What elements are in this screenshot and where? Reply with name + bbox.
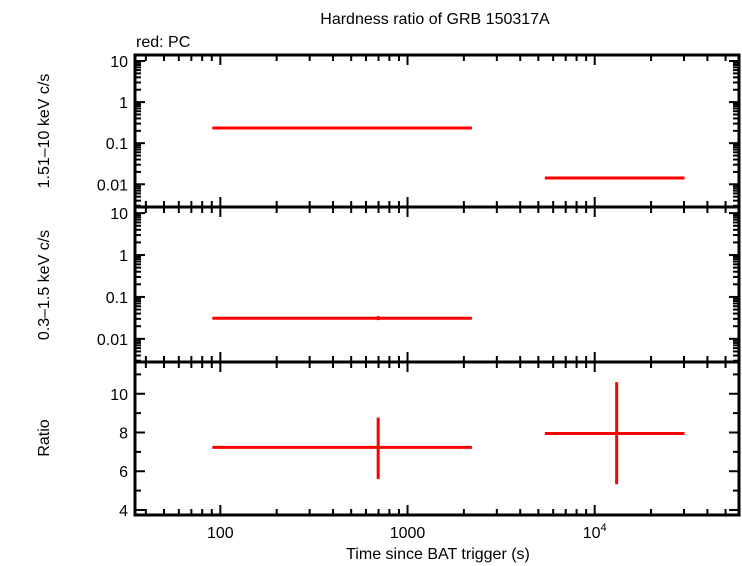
panel-3-ylabel: Ratio	[36, 419, 53, 456]
chart-title: Hardness ratio of GRB 150317A	[320, 11, 550, 28]
panel-2-y-tick-label: 1	[119, 248, 128, 265]
panel-1-y-tick-label: 1	[119, 95, 128, 112]
x-tick-label: 1000	[390, 525, 426, 542]
x-tick-label-base: 10	[583, 525, 601, 542]
panel-1-y-tick-label: 0.1	[106, 136, 128, 153]
panel-3-y-tick-label: 6	[119, 464, 128, 481]
x-tick-label-base: 1000	[390, 525, 426, 542]
x-axis-label: Time since BAT trigger (s)	[346, 546, 530, 563]
panel-1-frame	[133, 53, 741, 209]
panel-2-ylabel: 0.3–1.5 keV c/s	[36, 230, 53, 340]
panel-3-y-tick-label: 4	[119, 503, 128, 520]
x-tick-label: 100	[207, 525, 234, 542]
panel-1-y-tick-label: 10	[110, 54, 128, 71]
panel-1-y-tick-label: 0.01	[97, 177, 128, 194]
x-tick-label-exponent: 4	[601, 522, 607, 534]
x-tick-label-base: 100	[207, 525, 234, 542]
panel-2-y-tick-label: 10	[110, 206, 128, 223]
panel-1-ylabel: 1.51–10 keV c/s	[36, 74, 53, 189]
panel-2-frame	[133, 205, 741, 364]
panel-2-y-tick-label: 0.1	[106, 290, 128, 307]
panel-3-frame	[133, 360, 741, 517]
panel-3-y-tick-label: 8	[119, 425, 128, 442]
chart-subtitle: red: PC	[136, 34, 190, 51]
panel-2-y-tick-label: 0.01	[97, 332, 128, 349]
panel-3-y-tick-label: 10	[110, 387, 128, 404]
x-tick-label: 104	[583, 522, 607, 542]
